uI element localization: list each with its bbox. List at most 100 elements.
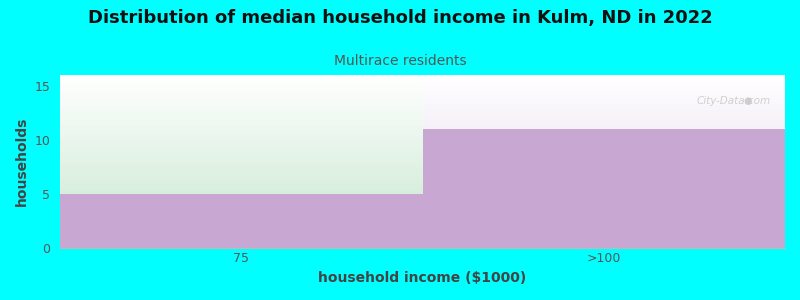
Bar [60, 118, 422, 119]
Bar [60, 128, 422, 130]
Bar [60, 121, 422, 122]
Bar [60, 157, 422, 158]
Bar [60, 81, 422, 82]
Bar [422, 81, 785, 82]
Bar [60, 182, 422, 183]
Bar [60, 110, 422, 112]
Bar [422, 115, 785, 116]
Bar [422, 80, 785, 81]
Bar [422, 111, 785, 112]
Bar [60, 93, 422, 94]
Bar [60, 90, 422, 92]
Bar [60, 107, 422, 108]
Bar [60, 75, 422, 76]
Bar [422, 127, 785, 128]
Bar [60, 102, 422, 104]
Bar [422, 122, 785, 123]
Bar [60, 188, 422, 189]
Bar [60, 106, 422, 107]
Bar [422, 129, 785, 248]
Bar [422, 119, 785, 120]
Bar [60, 156, 422, 157]
Bar [60, 186, 422, 188]
Bar [60, 185, 422, 187]
Bar [60, 125, 422, 126]
Bar [422, 116, 785, 117]
Bar [422, 87, 785, 88]
Bar [60, 189, 422, 190]
Bar [60, 80, 422, 81]
Bar [422, 107, 785, 108]
Bar [422, 118, 785, 119]
Bar [60, 181, 422, 182]
Bar [60, 176, 422, 177]
Bar [60, 112, 422, 113]
Bar [422, 96, 785, 97]
Bar [60, 160, 422, 162]
Bar [60, 179, 422, 181]
Bar [422, 124, 785, 125]
Bar [60, 131, 422, 132]
Bar [422, 98, 785, 99]
Bar [422, 77, 785, 78]
Bar [60, 88, 422, 89]
Bar [60, 126, 422, 127]
Bar [60, 103, 422, 105]
Text: ●: ● [744, 96, 752, 106]
Bar [60, 158, 422, 159]
Bar [60, 96, 422, 98]
Bar [422, 118, 785, 119]
Bar [422, 83, 785, 84]
Bar [422, 121, 785, 122]
Bar [422, 114, 785, 115]
Bar [60, 138, 422, 139]
Bar [422, 78, 785, 79]
Bar [60, 150, 422, 151]
Bar [422, 123, 785, 124]
Bar [422, 94, 785, 95]
Bar [422, 83, 785, 84]
Bar [60, 113, 422, 114]
Bar [422, 88, 785, 89]
Bar [60, 82, 422, 83]
Bar [60, 164, 422, 165]
Bar [60, 175, 422, 176]
Bar [422, 95, 785, 96]
Bar [60, 171, 422, 172]
Bar [60, 94, 422, 95]
Bar [60, 119, 422, 120]
Bar [60, 134, 422, 136]
Bar [60, 170, 422, 171]
Bar [422, 84, 785, 85]
Bar [60, 142, 422, 144]
Bar [60, 169, 422, 170]
Bar [60, 140, 422, 141]
Bar [422, 125, 785, 126]
Bar [422, 110, 785, 111]
Bar [60, 144, 422, 145]
Bar [60, 159, 422, 160]
Bar [60, 146, 422, 147]
Bar [422, 123, 785, 124]
Bar [60, 147, 422, 148]
Bar [422, 126, 785, 127]
Bar [422, 93, 785, 94]
Bar [422, 115, 785, 116]
Bar [422, 113, 785, 114]
Bar [60, 79, 422, 80]
Bar [60, 101, 422, 102]
Bar [60, 190, 422, 191]
Bar [60, 114, 422, 115]
Bar [60, 77, 422, 79]
Bar [422, 89, 785, 90]
Bar [422, 108, 785, 109]
Bar [60, 165, 422, 166]
Bar [422, 128, 785, 129]
Bar [60, 127, 422, 128]
Bar [422, 104, 785, 105]
Bar [60, 109, 422, 111]
Bar [60, 192, 422, 194]
Bar [60, 167, 422, 169]
Bar [60, 122, 422, 124]
Bar [60, 145, 422, 146]
